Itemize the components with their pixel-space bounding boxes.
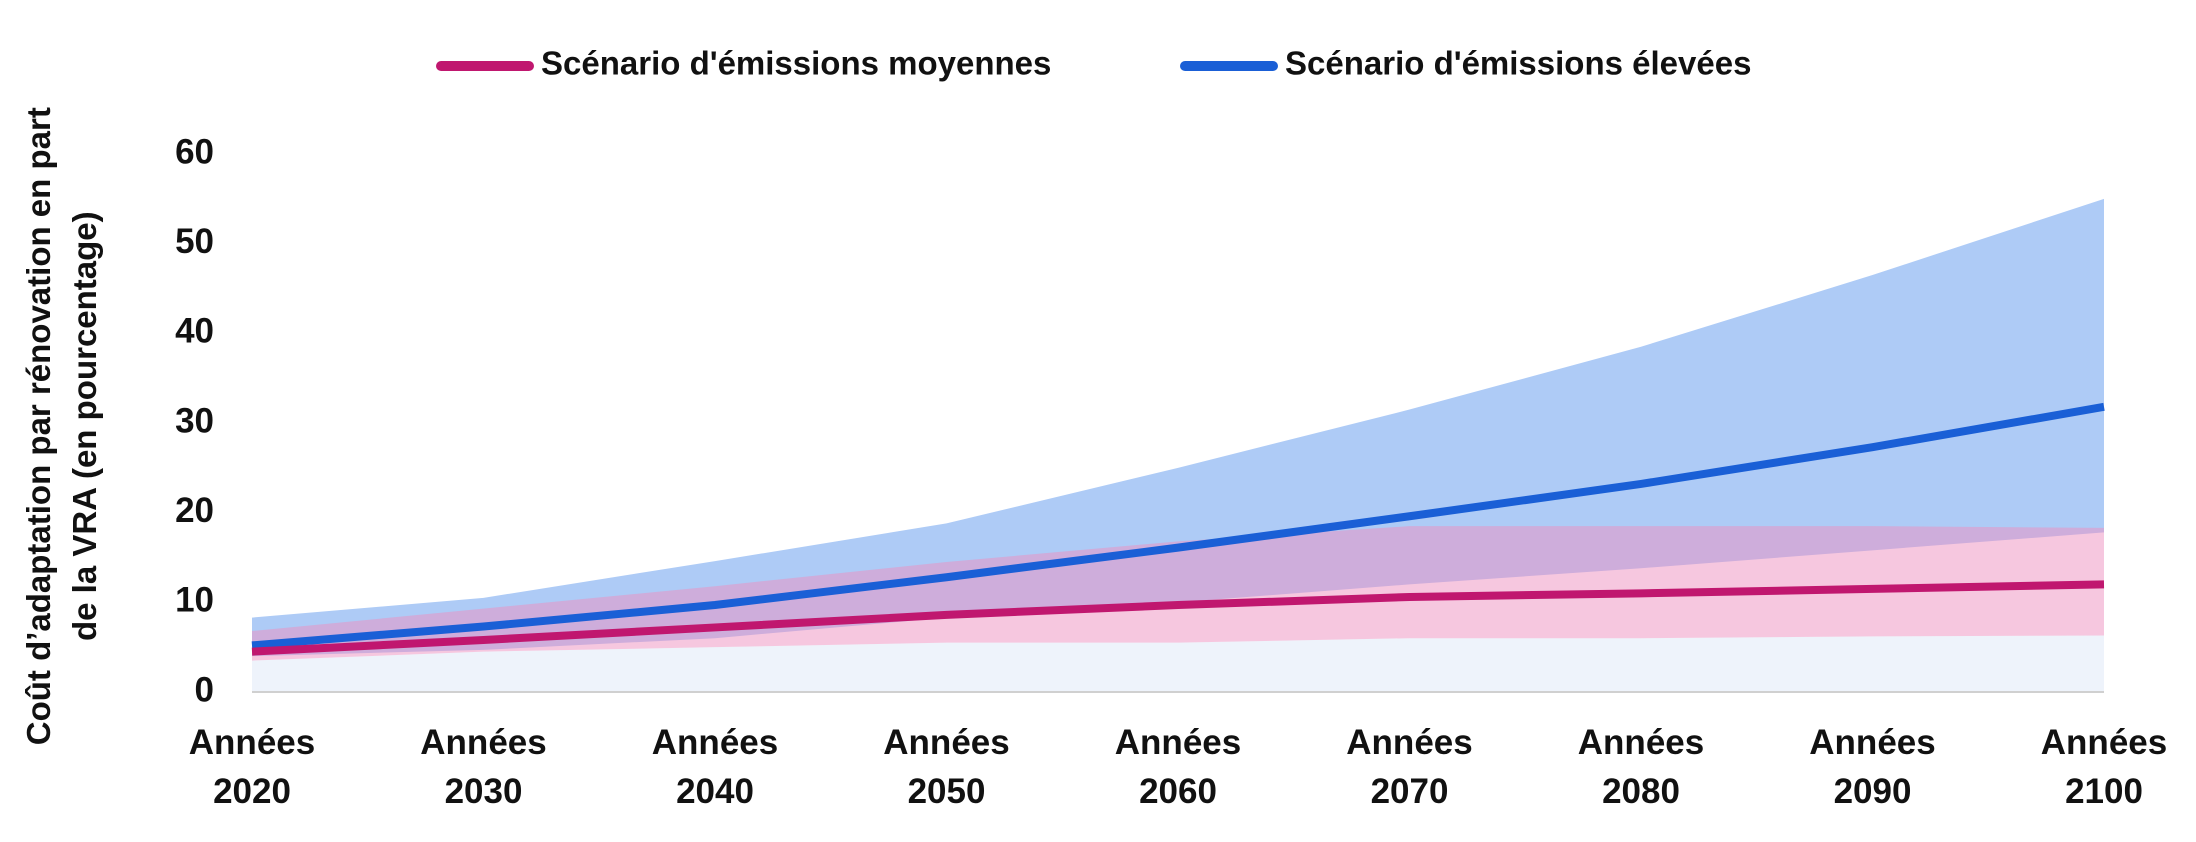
y-tick-label: 30 bbox=[175, 401, 214, 440]
x-tick-label: Années 2080 bbox=[1577, 723, 1705, 811]
y-tick-label: 50 bbox=[175, 222, 214, 261]
y-axis-title: Coût d’adaptation par rénovation en part… bbox=[19, 107, 103, 746]
series-line bbox=[251, 402, 2105, 650]
series-line bbox=[251, 580, 2105, 656]
x-tick-label: Années 2050 bbox=[883, 723, 1010, 811]
base-area bbox=[252, 635, 2104, 692]
x-tick-label: Années 2090 bbox=[1809, 723, 1936, 811]
x-tick-label: Années 2100 bbox=[2040, 723, 2168, 811]
legend-label: Scénario d'émissions moyennes bbox=[541, 45, 1051, 82]
y-tick-label: 20 bbox=[175, 491, 214, 530]
y-tick-label: 0 bbox=[195, 670, 214, 709]
y-tick-label: 40 bbox=[175, 312, 214, 351]
y-tick-label: 10 bbox=[175, 581, 214, 620]
x-tick-label: Années 2040 bbox=[651, 723, 779, 811]
x-tick-label: Années 2070 bbox=[1346, 723, 1473, 811]
y-tick-label: 60 bbox=[175, 132, 214, 171]
x-tick-label: Années 2060 bbox=[1114, 723, 1242, 811]
x-tick-label: Années 2030 bbox=[420, 723, 547, 811]
legend-label: Scénario d'émissions élevées bbox=[1285, 45, 1751, 82]
x-tick-label: Années 2020 bbox=[188, 723, 316, 811]
